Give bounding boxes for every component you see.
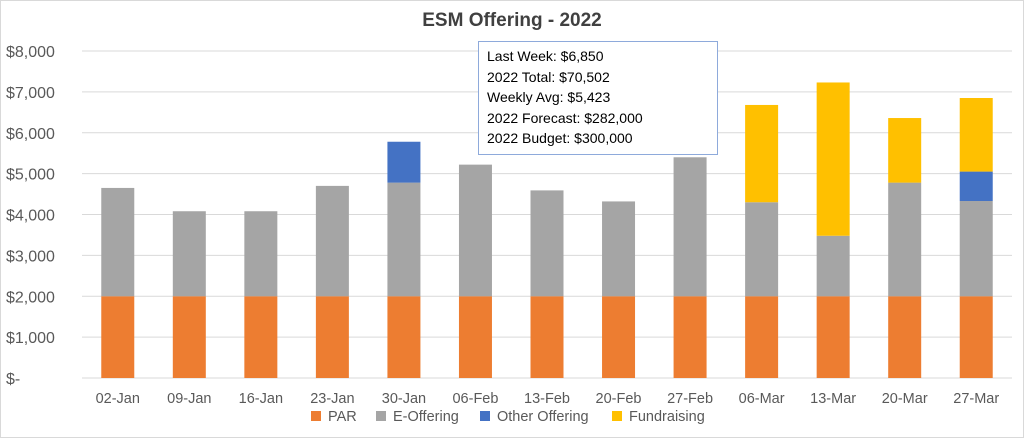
bar-segment-par: [387, 296, 421, 378]
bar-segment-par: [602, 296, 636, 378]
y-tick-label: $4,000: [6, 208, 55, 225]
bar-segment-fundraising: [888, 118, 922, 183]
legend-swatch: [480, 411, 490, 421]
x-tick-label: 27-Feb: [667, 391, 713, 407]
bar-segment-par: [458, 296, 492, 378]
legend-swatch: [376, 411, 386, 421]
legend-swatch: [311, 411, 321, 421]
legend-label: Other Offering: [497, 409, 589, 425]
legend-label: PAR: [328, 409, 357, 425]
annotation-total: 2022 Total: $70,502: [487, 68, 610, 85]
bar-segment-e-offering: [530, 190, 564, 297]
bar-segment-par: [530, 296, 564, 378]
legend-label: Fundraising: [629, 409, 705, 425]
y-tick-label: $3,000: [6, 248, 55, 265]
bar-segment-e-offering: [816, 235, 850, 297]
bar-segment-e-offering: [888, 182, 922, 297]
bar-segment-e-offering: [602, 201, 636, 297]
bar-segment-par: [101, 296, 135, 378]
bar-segment-par: [315, 296, 349, 378]
x-tick-label: 16-Jan: [239, 391, 283, 407]
x-tick-label: 06-Mar: [739, 391, 785, 407]
x-tick-label: 27-Mar: [953, 391, 999, 407]
summary-annotation-box: Last Week: $6,850 2022 Total: $70,502 We…: [478, 41, 718, 155]
bar-segment-e-offering: [315, 185, 349, 297]
y-tick-label: $2,000: [6, 289, 55, 306]
bar-segment-e-offering: [101, 187, 135, 297]
legend: PAR E-Offering Other Offering Fundraising: [311, 409, 705, 425]
y-tick-label: $6,000: [6, 126, 55, 143]
bar-segment-other-offering: [959, 171, 993, 202]
x-tick-label: 13-Feb: [524, 391, 570, 407]
annotation-last-week: Last Week: $6,850: [487, 48, 604, 64]
bar-segment-other-offering: [387, 141, 421, 183]
y-tick-label: $-: [6, 371, 20, 388]
annotation-budget: 2022 Budget: $300,000: [487, 130, 633, 146]
legend-label: E-Offering: [393, 409, 459, 425]
y-tick-label: $5,000: [6, 167, 55, 184]
bar-segment-e-offering: [745, 202, 779, 297]
bar-segment-par: [745, 296, 779, 378]
bar-segment-par: [673, 296, 707, 378]
bar-segment-par: [959, 296, 993, 378]
y-tick-label: $1,000: [6, 330, 55, 347]
x-axis-ticks: 02-Jan 09-Jan 16-Jan 23-Jan 30-Jan 06-Feb 13-F…: [96, 391, 1000, 407]
y-tick-label: $8,000: [6, 44, 55, 61]
bars: [101, 82, 993, 378]
y-axis-ticks: $- $1,000 $2,000 $3,000 $4,000 $5,000 $6,000 $7…: [6, 44, 55, 388]
x-tick-label: 09-Jan: [167, 391, 211, 407]
chart-title: ESM Offering - 2022: [422, 10, 602, 31]
x-tick-label: 23-Jan: [310, 391, 354, 407]
legend-swatch: [612, 411, 622, 421]
x-tick-label: 13-Mar: [810, 391, 856, 407]
x-tick-label: 20-Feb: [596, 391, 642, 407]
bar-segment-par: [244, 296, 278, 378]
bar-segment-par: [816, 296, 850, 378]
bar-segment-e-offering: [387, 182, 421, 297]
bar-segment-fundraising: [959, 98, 993, 172]
bar-segment-e-offering: [458, 164, 492, 297]
annotation-weekly-avg: Weekly Avg: $5,423: [487, 89, 611, 105]
x-tick-label: 02-Jan: [96, 391, 140, 407]
annotation-forecast: 2022 Forecast: $282,000: [487, 109, 643, 126]
bar-segment-fundraising: [745, 104, 779, 203]
y-tick-label: $7,000: [6, 85, 55, 102]
x-tick-label: 20-Mar: [882, 391, 928, 407]
x-tick-label: 30-Jan: [382, 391, 426, 407]
bar-segment-par: [888, 296, 922, 378]
bar-segment-par: [172, 296, 206, 378]
bar-segment-e-offering: [959, 201, 993, 297]
bar-segment-e-offering: [673, 157, 707, 297]
bar-segment-e-offering: [172, 211, 206, 297]
bar-segment-fundraising: [816, 82, 850, 236]
x-tick-label: 06-Feb: [452, 391, 498, 407]
bar-segment-e-offering: [244, 211, 278, 297]
